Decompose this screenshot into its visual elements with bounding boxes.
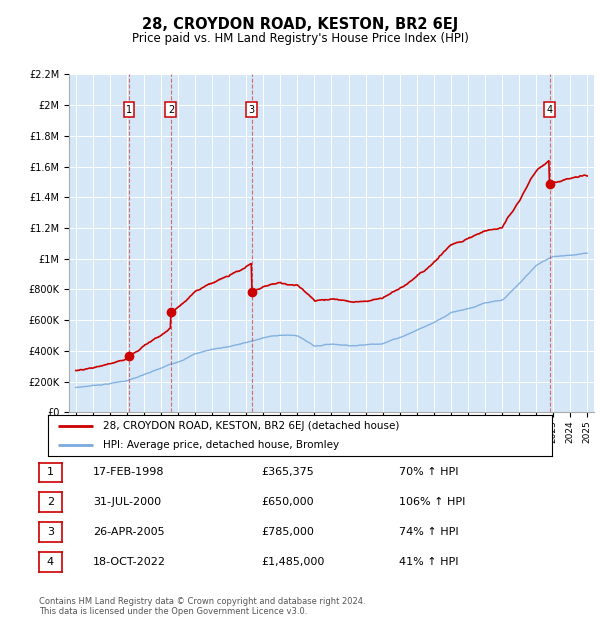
- Text: 74% ↑ HPI: 74% ↑ HPI: [399, 527, 458, 537]
- Text: 2: 2: [168, 105, 174, 115]
- Text: 4: 4: [47, 557, 54, 567]
- Text: £1,485,000: £1,485,000: [261, 557, 325, 567]
- Text: 3: 3: [248, 105, 255, 115]
- Text: HPI: Average price, detached house, Bromley: HPI: Average price, detached house, Brom…: [103, 440, 340, 450]
- Text: 17-FEB-1998: 17-FEB-1998: [93, 467, 164, 477]
- Text: 28, CROYDON ROAD, KESTON, BR2 6EJ (detached house): 28, CROYDON ROAD, KESTON, BR2 6EJ (detac…: [103, 421, 400, 432]
- Text: 70% ↑ HPI: 70% ↑ HPI: [399, 467, 458, 477]
- Text: 31-JUL-2000: 31-JUL-2000: [93, 497, 161, 507]
- Text: 3: 3: [47, 527, 54, 537]
- Text: £365,375: £365,375: [261, 467, 314, 477]
- Text: 2: 2: [47, 497, 54, 507]
- Text: 1: 1: [47, 467, 54, 477]
- Text: 4: 4: [547, 105, 553, 115]
- Text: £785,000: £785,000: [261, 527, 314, 537]
- Text: Price paid vs. HM Land Registry's House Price Index (HPI): Price paid vs. HM Land Registry's House …: [131, 32, 469, 45]
- Text: 106% ↑ HPI: 106% ↑ HPI: [399, 497, 466, 507]
- Text: 18-OCT-2022: 18-OCT-2022: [93, 557, 166, 567]
- Text: £650,000: £650,000: [261, 497, 314, 507]
- Text: 28, CROYDON ROAD, KESTON, BR2 6EJ: 28, CROYDON ROAD, KESTON, BR2 6EJ: [142, 17, 458, 32]
- Text: 26-APR-2005: 26-APR-2005: [93, 527, 164, 537]
- Text: Contains HM Land Registry data © Crown copyright and database right 2024.
This d: Contains HM Land Registry data © Crown c…: [39, 597, 365, 616]
- Text: 1: 1: [126, 105, 132, 115]
- Text: 41% ↑ HPI: 41% ↑ HPI: [399, 557, 458, 567]
